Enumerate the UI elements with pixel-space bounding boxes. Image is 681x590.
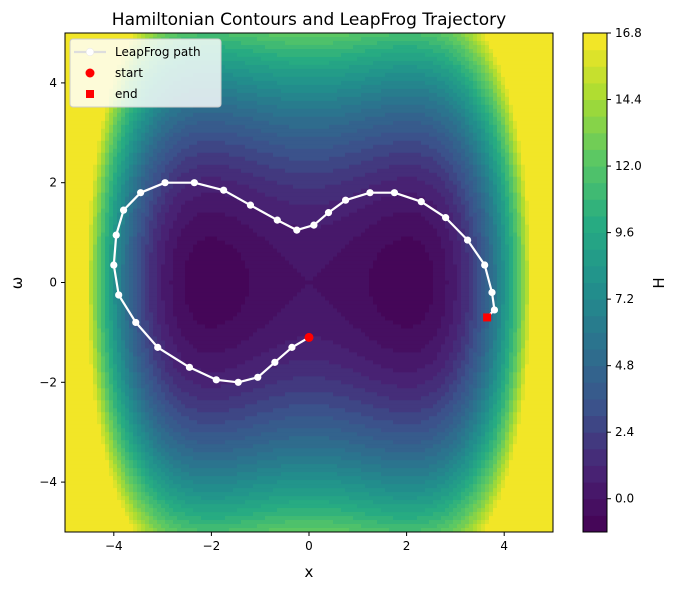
colorbar-band [583, 33, 607, 51]
trajectory-point [119, 206, 128, 214]
colorbar-band [583, 232, 607, 250]
start-marker [304, 332, 314, 342]
trajectory-point [273, 216, 281, 224]
legend: LeapFrog path start end [69, 38, 222, 108]
trajectory-point [234, 378, 242, 386]
colorbar-band [583, 332, 607, 350]
colorbar-band [583, 515, 607, 533]
legend-label: LeapFrog path [115, 45, 201, 59]
trajectory-point [137, 189, 145, 197]
colorbar-band [583, 49, 607, 67]
trajectory-point [293, 226, 301, 234]
colorbar-band [583, 382, 607, 400]
colorbar-band [583, 349, 607, 367]
colorbar-band [583, 432, 607, 450]
trajectory-point [132, 318, 140, 327]
colorbar-band [583, 498, 607, 516]
x-tick-label: −4 [105, 539, 123, 553]
trajectory-point [271, 358, 279, 366]
legend-label: end [115, 87, 138, 101]
colorbar-band [583, 448, 607, 466]
trajectory-point [112, 231, 120, 239]
y-tick-label: 2 [49, 176, 57, 190]
colorbar-band [583, 116, 607, 134]
colorbar-band [583, 166, 607, 184]
colorbar: 0.0 2.4 4.8 7.2 9.6 12.0 14.4 16.8 [582, 26, 642, 533]
trajectory-point [185, 363, 194, 371]
colorbar-frame [582, 32, 608, 533]
colorbar-band [583, 282, 607, 300]
x-tick-label: 4 [500, 539, 508, 553]
colorbar-band [583, 265, 607, 283]
legend-label: start [115, 66, 143, 80]
colorbar-band [583, 215, 607, 234]
legend-square-icon [86, 90, 94, 98]
trajectory-point [212, 376, 220, 384]
colorbar-band [583, 482, 607, 500]
end-marker [483, 313, 492, 322]
trajectory-point [220, 186, 228, 194]
colorbar-tick-label: 0.0 [615, 492, 634, 506]
y-axis-label: ω [8, 277, 26, 290]
colorbar-tick-label: 9.6 [615, 226, 634, 240]
trajectory-point [488, 288, 496, 297]
trajectory-point [390, 189, 398, 197]
trajectory-point [442, 214, 450, 222]
colorbar-tick-label: 12.0 [615, 159, 642, 173]
colorbar-band [583, 132, 607, 150]
trajectory-point [110, 261, 118, 269]
colorbar-tick-label: 2.4 [615, 425, 634, 439]
chart-title: Hamiltonian Contours and LeapFrog Trajec… [112, 10, 506, 30]
y-tick-label: 0 [49, 276, 57, 290]
legend-box [69, 38, 222, 108]
trajectory-point [246, 201, 255, 209]
colorbar-band [583, 365, 607, 383]
x-tick-label: −2 [203, 539, 221, 553]
legend-point-icon [85, 47, 95, 57]
colorbar-band [583, 82, 607, 101]
legend-circle-icon [85, 68, 95, 78]
trajectory-point [288, 343, 296, 351]
x-axis-label: x [305, 563, 314, 581]
colorbar-label: H [650, 277, 668, 288]
trajectory-line [112, 181, 496, 384]
colorbar-tick-label: 4.8 [615, 359, 634, 373]
colorbar-band [583, 199, 607, 217]
colorbar-band [583, 66, 607, 84]
colorbar-band [583, 149, 607, 167]
trajectory-point [366, 189, 374, 197]
trajectory-point [481, 261, 489, 269]
trajectory-point [324, 209, 333, 217]
colorbar-band [583, 99, 607, 117]
trajectory-point [161, 179, 169, 187]
colorbar-tick-label: 14.4 [615, 93, 642, 107]
colorbar-tick-label: 16.8 [615, 26, 642, 40]
colorbar-band [583, 299, 607, 317]
trajectory-point [115, 291, 123, 299]
trajectory-point [190, 179, 198, 187]
colorbar-band [583, 315, 607, 333]
trajectory-point [417, 198, 425, 206]
colorbar-band [583, 465, 607, 483]
trajectory-point [254, 373, 262, 381]
contour-field [65, 33, 553, 532]
trajectory-point [490, 306, 499, 314]
y-tick-label: −4 [39, 475, 57, 489]
trajectory-point [342, 196, 350, 204]
y-tick-label: −2 [39, 375, 57, 389]
x-tick-label: 0 [305, 539, 313, 553]
trajectory-point [154, 343, 162, 351]
colorbar-band [583, 182, 607, 200]
colorbar-band [583, 415, 607, 433]
x-tick-label: 2 [403, 539, 411, 553]
y-tick-label: 4 [49, 76, 57, 90]
colorbar-band [583, 398, 607, 417]
trajectory-point [310, 221, 318, 229]
colorbar-band [583, 249, 607, 267]
colorbar-tick-label: 7.2 [615, 292, 634, 306]
trajectory-point [464, 236, 472, 244]
